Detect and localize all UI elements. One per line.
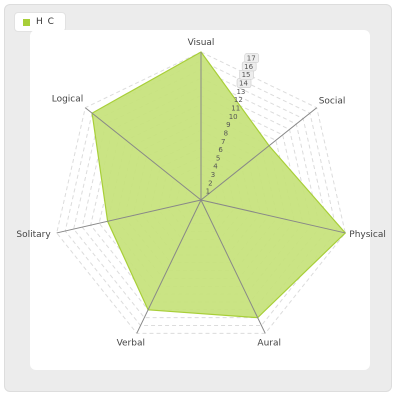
tick-14: 14 (236, 78, 252, 88)
tick-6: 6 (218, 146, 223, 154)
spoke-aural (200, 199, 266, 334)
tick-label-2: 2 (208, 179, 212, 187)
tick-label-6: 6 (218, 146, 223, 154)
tick-label-11: 11 (231, 105, 240, 113)
axis-label-visual: Visual (188, 38, 215, 48)
grid-ring-15 (73, 68, 329, 319)
tick-3: 3 (211, 171, 215, 179)
tick-label-12: 12 (234, 96, 243, 104)
spoke-logical (84, 107, 202, 201)
tick-label-10: 10 (229, 113, 238, 121)
axis-label-physical: Physical (349, 230, 386, 240)
spoke-verbal (136, 199, 202, 334)
tick-5: 5 (216, 154, 220, 162)
tick-11: 11 (231, 105, 240, 113)
tick-label-5: 5 (216, 154, 220, 162)
tick-4: 4 (213, 163, 218, 171)
radar-spokes (56, 52, 346, 334)
tick-17: 17 (244, 53, 260, 63)
tick-label-15: 15 (242, 71, 251, 79)
tick-badge-17 (244, 53, 260, 63)
legend-series-label: H C (36, 17, 55, 27)
tick-15: 15 (239, 69, 254, 80)
axis-label-logical: Logical (52, 95, 84, 105)
radar-axis-labels: Visual Social Physical Aural Verbal Solitary L… (16, 38, 386, 348)
tick-label-13: 13 (236, 88, 245, 96)
tick-label-3: 3 (211, 171, 215, 179)
tick-label-14: 14 (239, 80, 248, 88)
axis-label-solitary: Solitary (16, 230, 51, 240)
spoke-social (200, 107, 318, 201)
tick-label-7: 7 (221, 138, 225, 146)
tick-label-8: 8 (224, 129, 228, 137)
tick-label-4: 4 (213, 163, 218, 171)
series-area-0[interactable] (91, 51, 347, 319)
radar-series[interactable] (91, 51, 347, 319)
axis-label-aural: Aural (257, 338, 281, 348)
tick-9: 9 (226, 121, 230, 129)
tick-2: 2 (208, 179, 212, 187)
tick-label-16: 16 (244, 63, 253, 71)
tick-label-9: 9 (226, 121, 230, 129)
spoke-physical (200, 199, 346, 234)
tick-7: 7 (221, 138, 225, 146)
tick-16: 16 (241, 61, 257, 72)
legend-swatch (23, 18, 30, 26)
tick-12: 12 (234, 96, 243, 104)
grid-ring-16 (64, 60, 338, 326)
tick-1: 1 (206, 188, 210, 196)
tick-8: 8 (224, 129, 228, 137)
tick-13: 13 (236, 88, 245, 96)
tick-label-1: 1 (206, 188, 210, 196)
tick-label-17: 17 (247, 55, 256, 63)
tick-10: 10 (229, 113, 238, 121)
axis-label-verbal: Verbal (117, 338, 145, 348)
spoke-solitary (56, 199, 202, 234)
axis-label-social: Social (319, 97, 346, 107)
grid-ring-17 (56, 51, 346, 334)
